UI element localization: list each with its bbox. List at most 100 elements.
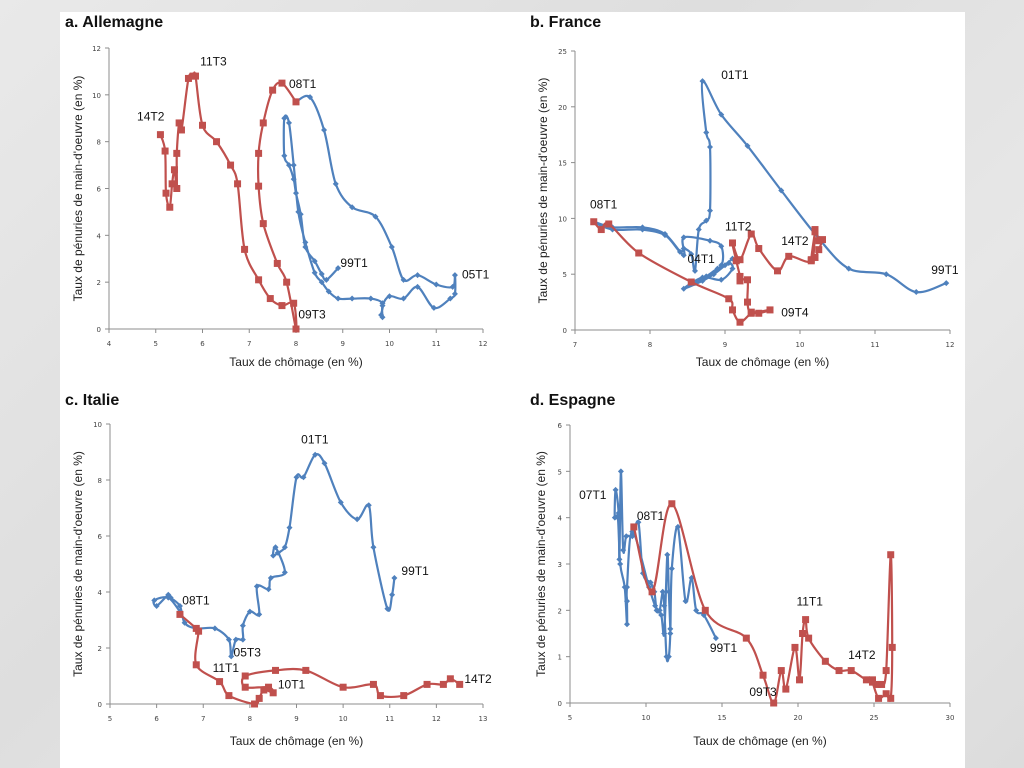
data-point xyxy=(785,252,793,260)
data-point xyxy=(312,451,319,458)
data-point xyxy=(400,295,407,302)
data-point xyxy=(605,220,613,228)
data-point xyxy=(295,208,302,215)
series-blue xyxy=(151,451,398,660)
data-point xyxy=(667,625,674,632)
data-point xyxy=(321,460,328,467)
data-point xyxy=(868,678,876,686)
data-point xyxy=(845,265,852,272)
data-point xyxy=(718,262,725,269)
data-point xyxy=(370,544,377,551)
x-axis-title: Taux de chômage (en %) xyxy=(230,734,363,748)
data-point xyxy=(699,274,706,281)
data-point xyxy=(624,621,630,628)
x-tick-label: 11 xyxy=(432,340,441,348)
data-point xyxy=(318,279,325,286)
data-point xyxy=(241,672,249,680)
x-tick-label: 9 xyxy=(723,341,727,349)
data-point xyxy=(693,607,700,614)
data-point xyxy=(239,636,246,643)
y-tick-label: 0 xyxy=(558,700,562,708)
data-point xyxy=(162,189,170,197)
data-point xyxy=(349,204,356,211)
chart-title: a. Allemagne xyxy=(65,14,163,31)
data-point xyxy=(677,248,683,255)
data-point xyxy=(707,143,713,150)
data-point xyxy=(302,666,310,674)
data-point xyxy=(225,692,233,700)
x-axis-title: Taux de chômage (en %) xyxy=(693,734,826,748)
data-point xyxy=(796,676,804,684)
data-point xyxy=(290,299,298,307)
y-tick-label: 4 xyxy=(558,515,563,523)
series-line-blue xyxy=(592,79,947,294)
data-point xyxy=(616,556,623,563)
data-point xyxy=(682,598,689,605)
data-point xyxy=(176,610,184,618)
data-point xyxy=(658,611,665,618)
data-point xyxy=(379,314,386,321)
data-point xyxy=(228,653,235,660)
data-point xyxy=(259,119,267,127)
data-point xyxy=(656,607,663,614)
data-point xyxy=(156,131,164,139)
data-point xyxy=(184,74,192,82)
data-point xyxy=(311,269,318,276)
series-line-red xyxy=(159,71,298,331)
y-tick-label: 0 xyxy=(563,327,567,335)
data-point xyxy=(680,252,687,259)
y-tick-label: 3 xyxy=(558,561,562,569)
data-point xyxy=(662,231,668,238)
data-point xyxy=(692,267,698,274)
annotation-08t1: 08T1 xyxy=(590,197,618,211)
data-point xyxy=(265,586,272,593)
data-point xyxy=(274,549,281,556)
data-point xyxy=(620,547,627,554)
data-point xyxy=(811,253,819,261)
data-point xyxy=(815,237,823,245)
y-tick-label: 20 xyxy=(558,104,567,112)
data-point xyxy=(256,611,263,618)
series-line-blue xyxy=(282,94,457,319)
series-blue xyxy=(590,78,950,296)
data-point xyxy=(777,667,785,675)
data-point xyxy=(365,502,372,509)
data-point xyxy=(597,226,605,234)
data-point xyxy=(439,680,447,688)
data-point xyxy=(293,474,300,481)
y-axis-title: Taux de pénuries de main-d'oeuvre (en %) xyxy=(534,451,548,677)
annotation-01t1: 01T1 xyxy=(301,433,329,447)
data-point xyxy=(590,218,598,226)
data-point xyxy=(680,285,687,292)
data-point xyxy=(887,694,895,702)
data-point xyxy=(278,79,286,87)
data-point xyxy=(400,276,407,283)
x-tick-label: 10 xyxy=(796,341,805,349)
data-point xyxy=(339,683,347,691)
y-axis-title: Taux de pénuries de main-d'oeuvre (en %) xyxy=(71,76,85,302)
data-point xyxy=(272,666,280,674)
data-point xyxy=(635,249,643,257)
data-point xyxy=(862,676,870,684)
figure-panel xyxy=(60,12,965,768)
data-point xyxy=(639,224,646,231)
data-point xyxy=(687,278,695,286)
y-tick-label: 4 xyxy=(97,232,102,240)
data-point xyxy=(227,161,235,169)
data-point xyxy=(623,533,630,540)
data-point xyxy=(612,486,619,493)
data-point xyxy=(699,277,706,284)
data-point xyxy=(272,544,279,551)
data-point xyxy=(755,309,763,317)
data-point xyxy=(281,152,288,159)
data-point xyxy=(267,575,274,581)
data-point xyxy=(259,220,267,228)
data-point xyxy=(742,634,750,642)
data-point xyxy=(168,180,176,188)
data-point xyxy=(269,86,277,94)
data-point xyxy=(354,516,361,523)
data-point xyxy=(290,176,297,183)
data-point xyxy=(821,657,829,665)
y-tick-label: 2 xyxy=(558,607,562,615)
data-point xyxy=(433,281,440,288)
